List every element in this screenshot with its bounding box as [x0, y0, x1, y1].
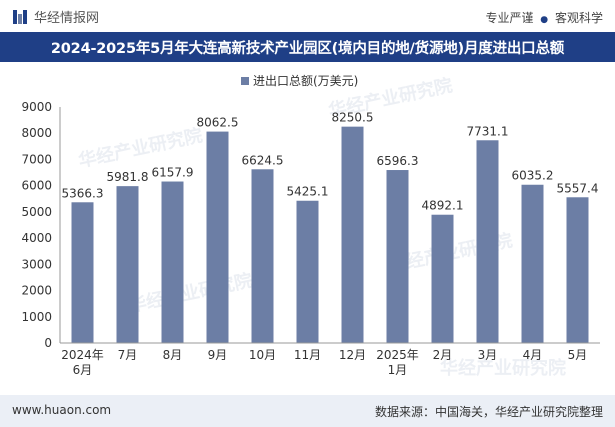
y-tick-label: 9000: [21, 100, 52, 114]
y-tick-label: 0: [44, 336, 52, 350]
tagline-left: 专业严谨: [485, 11, 534, 25]
legend-swatch: [241, 77, 249, 85]
tagline: 专业严谨 ● 客观科学: [485, 9, 603, 26]
y-tick-label: 1000: [21, 310, 52, 324]
data-label: 5425.1: [287, 185, 329, 199]
bar: [341, 126, 364, 343]
x-tick-label: 3月: [478, 348, 498, 362]
x-tick-label: 9月: [208, 348, 228, 362]
x-tick-label: 7月: [118, 348, 138, 362]
y-tick-label: 5000: [21, 205, 52, 219]
title-bar: 2024-2025年5月年大连高新技术产业园区(境内目的地/货源地)月度进出口总…: [0, 32, 615, 62]
data-label: 6157.9: [152, 166, 194, 180]
data-label: 8062.5: [197, 116, 239, 130]
data-label: 4892.1: [422, 199, 464, 213]
bar-chart: 华经产业研究院 华经产业研究院 华经产业研究院 华经产业研究院 华经产业研究院 …: [21, 74, 600, 379]
y-tick-label: 2000: [21, 284, 52, 298]
data-label: 7731.1: [467, 124, 509, 138]
x-tick-label: 2月: [433, 348, 453, 362]
tagline-separator: ●: [540, 15, 549, 25]
x-tick-label: 4月: [523, 348, 543, 362]
footer-url[interactable]: www.huaon.com: [12, 403, 112, 417]
bar: [251, 169, 274, 343]
x-tick-label: 2025年: [376, 348, 419, 362]
bar: [206, 131, 229, 343]
x-tick-label: 5月: [568, 348, 588, 362]
legend-label: 进出口总额(万美元): [253, 74, 358, 88]
chart-title: 2024-2025年5月年大连高新技术产业园区(境内目的地/货源地)月度进出口总…: [50, 40, 565, 57]
bar: [521, 184, 544, 343]
x-tick-label: 6月: [73, 363, 93, 377]
x-tick-label: 11月: [294, 348, 321, 362]
y-tick-label: 3000: [21, 257, 52, 271]
x-tick-label: 8月: [163, 348, 183, 362]
y-tick-label: 6000: [21, 179, 52, 193]
bar: [476, 140, 499, 343]
y-tick-label: 7000: [21, 152, 52, 166]
data-label: 5366.3: [62, 186, 104, 200]
y-tick-label: 4000: [21, 231, 52, 245]
bar: [431, 214, 454, 343]
footer-source: 数据来源：中国海关，华经产业研究院整理: [374, 405, 603, 419]
data-label: 6624.5: [242, 153, 284, 167]
bar: [161, 181, 184, 343]
bar: [116, 186, 139, 343]
data-label: 6596.3: [377, 154, 419, 168]
x-tick-label: 10月: [249, 348, 276, 362]
bar: [386, 170, 409, 343]
footer: www.huaon.com 数据来源：中国海关，华经产业研究院整理: [0, 395, 615, 427]
x-tick-label: 12月: [339, 348, 366, 362]
logo-icon: [13, 9, 27, 24]
legend: 进出口总额(万美元): [241, 74, 358, 88]
watermark-text: 华经产业研究院: [440, 357, 566, 379]
y-tick-label: 8000: [21, 126, 52, 140]
bar: [566, 197, 589, 343]
data-label: 8250.5: [332, 111, 374, 125]
data-label: 5981.8: [107, 170, 149, 184]
data-label: 5557.4: [557, 181, 599, 195]
y-axis: 0 1000 2000 3000 4000 5000 6000 7000 8000 9000: [21, 100, 61, 350]
data-label: 6035.2: [512, 169, 554, 183]
x-tick-label: 1月: [388, 363, 408, 377]
site-name: 华经情报网: [34, 11, 100, 26]
brand: 华经情报网: [12, 7, 99, 26]
watermark-text: 华经产业研究院: [126, 269, 254, 317]
x-tick-label: 2024年: [61, 348, 104, 362]
bar: [296, 200, 319, 343]
bar: [71, 202, 94, 343]
tagline-right: 客观科学: [554, 11, 603, 25]
top-bar: 华经情报网 专业严谨 ● 客观科学: [0, 0, 615, 32]
